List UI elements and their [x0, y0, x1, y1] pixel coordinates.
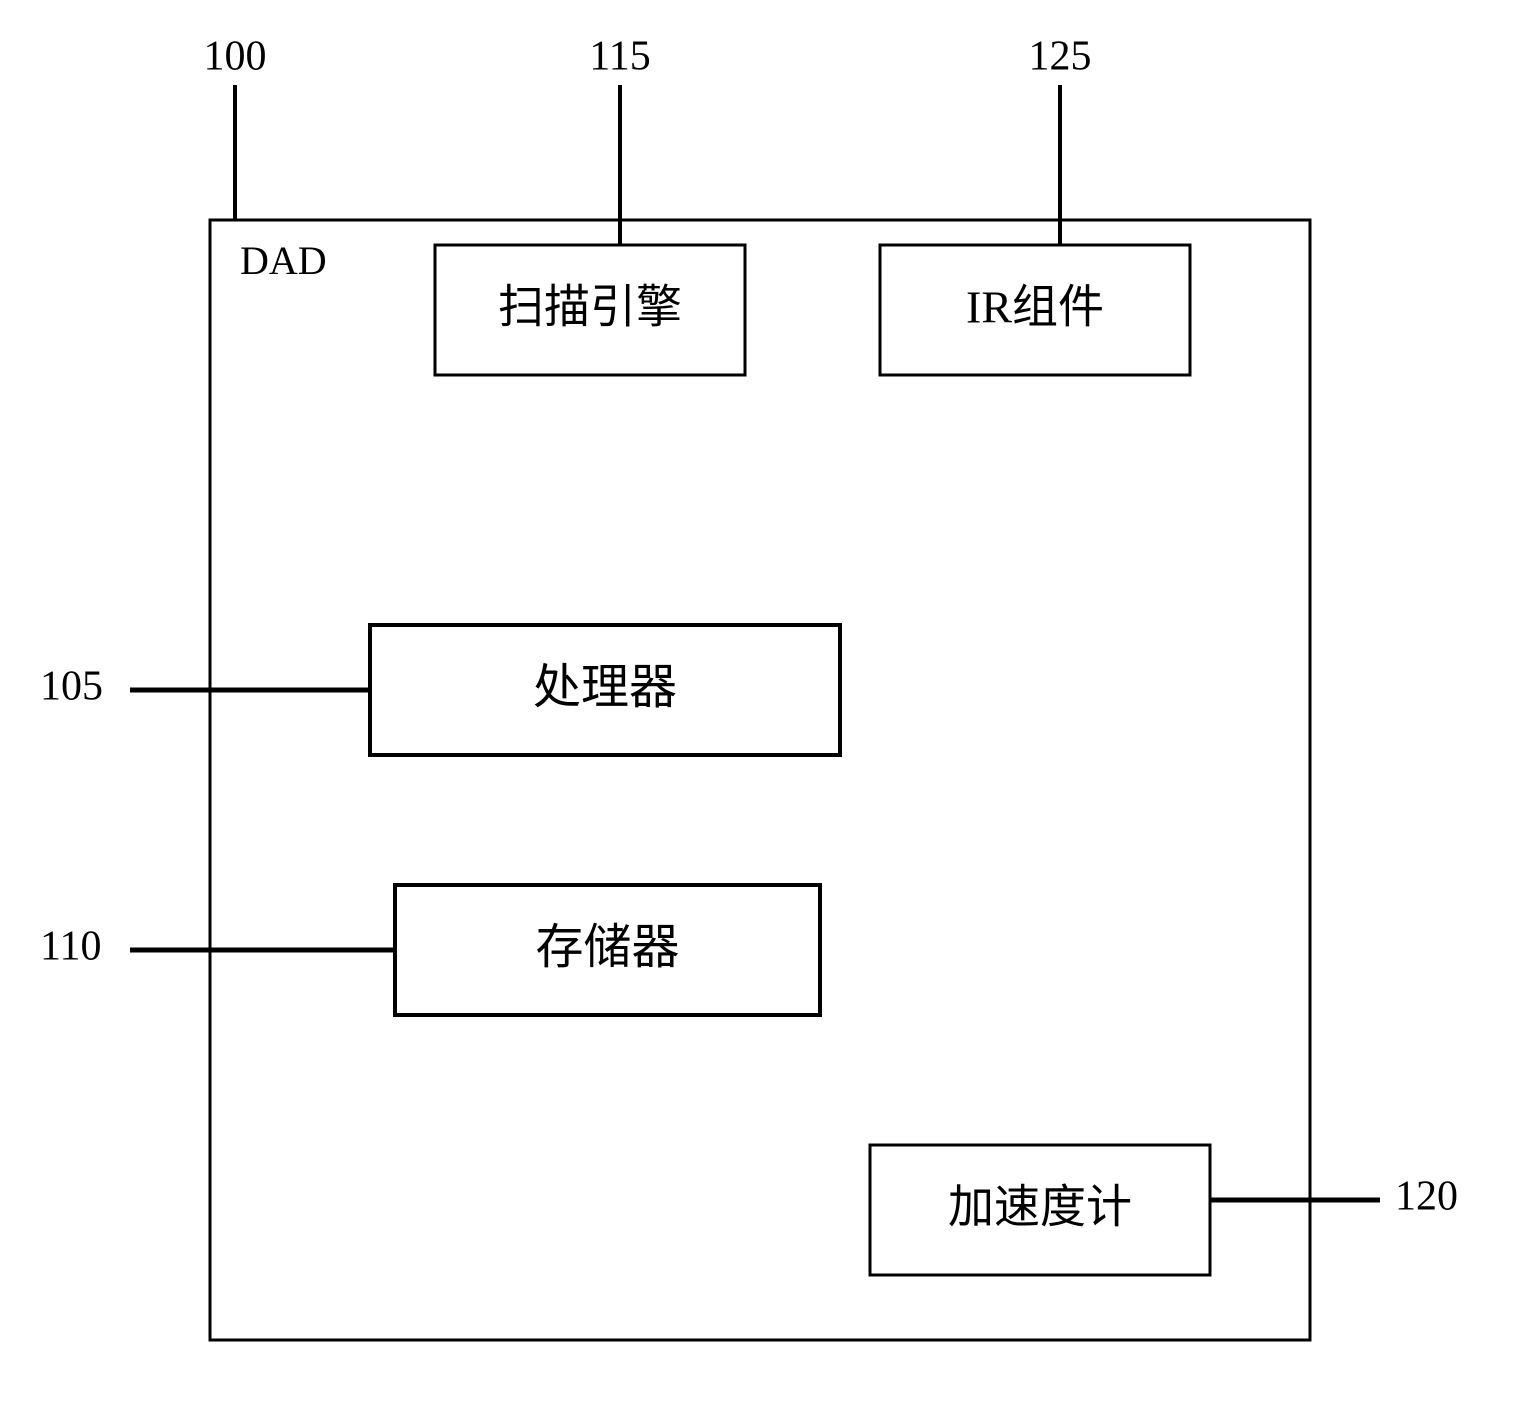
block-scan-engine-label: 扫描引擎 — [498, 282, 682, 333]
ref-number: 115 — [589, 34, 650, 80]
ref-number: 105 — [40, 664, 103, 710]
ref-number: 110 — [40, 924, 101, 970]
block-memory-label: 存储器 — [535, 921, 679, 974]
block-ir-component-label: IR组件 — [966, 282, 1104, 333]
container-label: DAD — [240, 238, 327, 283]
ref-number: 100 — [204, 34, 267, 80]
block-processor-label: 处理器 — [533, 661, 677, 714]
ref-number: 125 — [1029, 34, 1092, 80]
block-accelerometer-label: 加速度计 — [948, 1182, 1132, 1233]
ref-number: 120 — [1395, 1174, 1458, 1220]
